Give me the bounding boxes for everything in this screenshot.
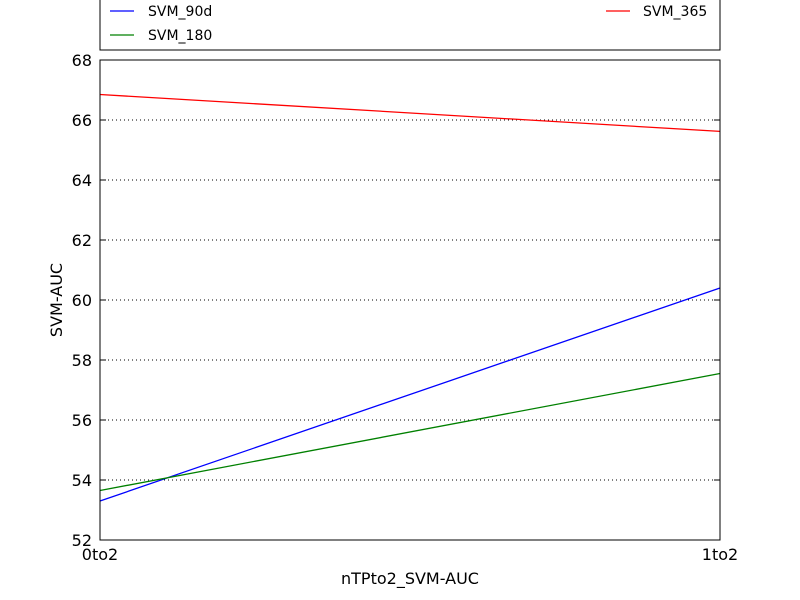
legend-entry-svm-180: SVM_180	[110, 28, 212, 44]
y-axis-title: SVM-AUC	[47, 263, 66, 337]
legend-entry-svm-90d: SVM_90d	[110, 4, 212, 20]
legend: SVM_90d SVM_180 SVM_365	[99, 0, 721, 51]
y-tick-label-1: 54	[72, 471, 92, 490]
legend-entry-svm-365: SVM_365	[606, 4, 707, 20]
grid-lines	[100, 119, 720, 481]
series-line-svm-90d	[99, 287, 721, 502]
y-tick-label-3: 58	[72, 351, 92, 370]
y-tick-label-7: 66	[72, 111, 92, 130]
x-axis-title: nTPto2_SVM-AUC	[341, 569, 479, 589]
series-line-svm-365	[99, 93, 721, 133]
x-axis: 0to2 1to2	[82, 60, 738, 564]
x-tick-label-0: 0to2	[82, 545, 118, 564]
y-tick-label-2: 56	[72, 411, 92, 430]
legend-label-svm-365: SVM_365	[643, 4, 707, 20]
y-tick-label-6: 64	[72, 171, 92, 190]
y-tick-label-5: 62	[72, 231, 92, 250]
series-line-svm-180	[99, 372, 721, 492]
y-tick-label-4: 60	[72, 291, 92, 310]
x-tick-label-1: 1to2	[702, 545, 738, 564]
series-layer	[99, 93, 721, 502]
y-tick-label-0: 52	[72, 531, 92, 550]
legend-frame	[99, 0, 721, 51]
y-axis: 52 54 56 58 60 62 64 66 68	[72, 51, 720, 550]
legend-label-svm-180: SVM_180	[148, 28, 212, 44]
y-tick-label-8: 68	[72, 51, 92, 70]
legend-label-svm-90d: SVM_90d	[148, 4, 212, 20]
